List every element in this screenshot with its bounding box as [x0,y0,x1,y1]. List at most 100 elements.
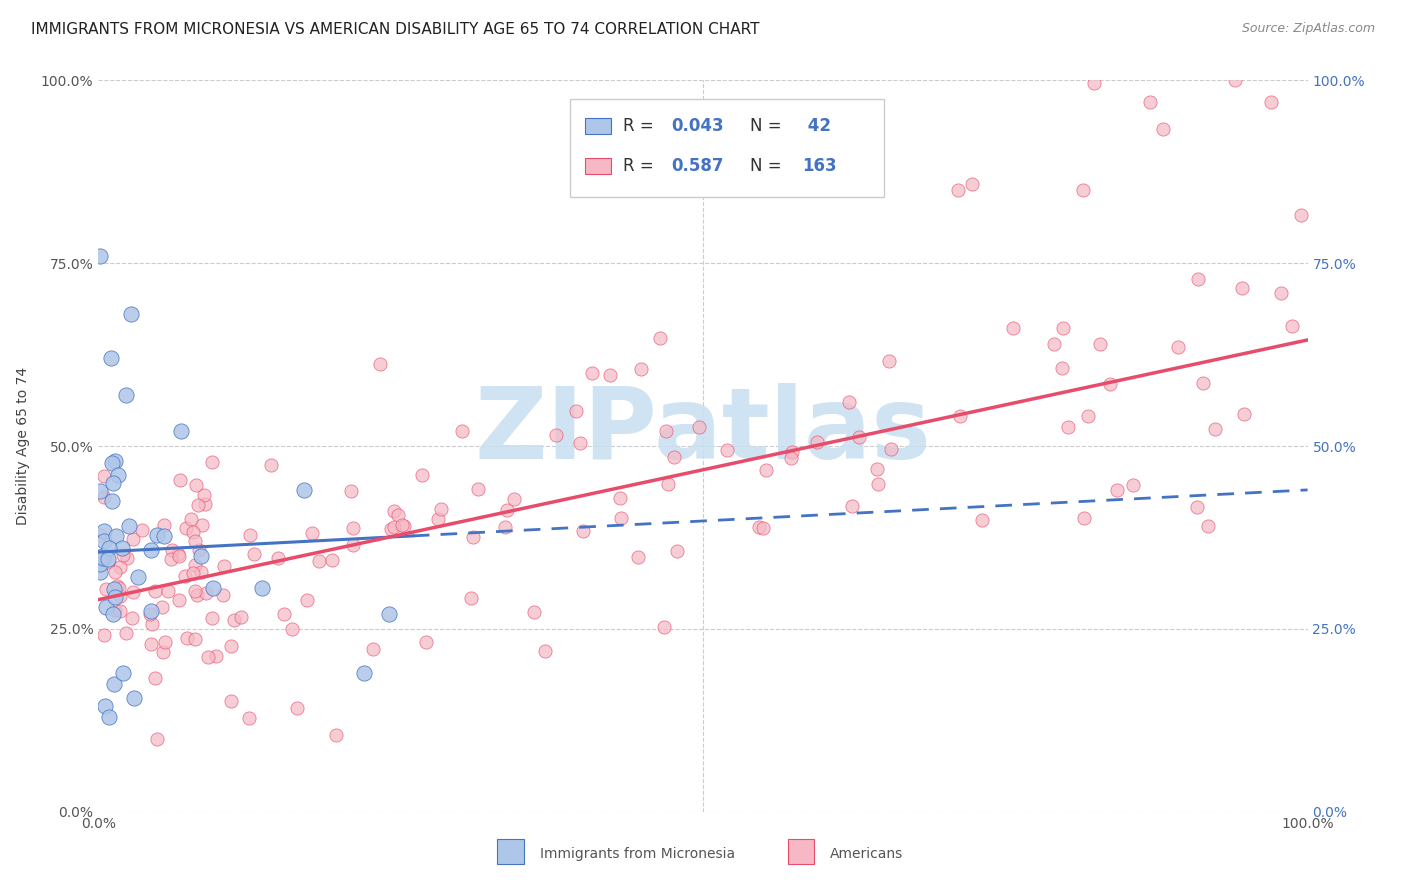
Point [229,610,252,624]
Point [100,351,122,366]
Point [748,520,770,534]
Point [145,731,167,746]
Point [139,604,162,618]
Point [652,620,675,634]
Point [162,542,184,557]
Point [97,541,120,556]
Point [380,522,402,536]
Point [120,307,142,321]
Point [780,444,803,458]
Point [104,453,127,467]
Point [946,183,969,197]
Point [157,583,180,598]
Point [115,550,138,565]
Point [152,645,174,659]
Point [1192,376,1215,391]
Point [368,357,391,371]
Point [89,249,111,263]
Point [197,650,219,665]
Point [664,450,686,464]
Point [122,691,145,706]
Point [630,362,652,376]
Point [1232,281,1254,295]
Point [89,566,111,580]
Point [266,551,288,566]
Point [201,611,224,625]
Point [377,607,399,622]
Point [546,428,568,442]
Point [94,600,117,615]
Point [169,473,191,487]
Point [96,582,118,596]
Point [1270,286,1292,301]
Point [716,443,738,458]
Point [1083,76,1105,90]
Bar [585,158,612,174]
Point [1073,511,1095,525]
Point [167,549,190,564]
Point [184,584,207,599]
Point [387,508,409,522]
Point [648,331,671,345]
Point [239,528,262,542]
Point [152,529,174,543]
Point [194,498,217,512]
Point [565,404,588,418]
Point [654,424,676,438]
Point [960,177,983,191]
Text: Source: ZipAtlas.com: Source: ZipAtlas.com [1241,22,1375,36]
Point [97,555,120,569]
Point [780,451,803,466]
Point [187,543,209,558]
Point [755,462,778,476]
Point [108,581,131,595]
Text: IMMIGRANTS FROM MICRONESIA VS AMERICAN DISABILITY AGE 65 TO 74 CORRELATION CHART: IMMIGRANTS FROM MICRONESIA VS AMERICAN D… [31,22,759,37]
Point [186,478,208,492]
Point [572,524,595,539]
Point [1289,208,1312,222]
Point [115,388,138,402]
Point [361,642,384,657]
Text: ZIPatlas: ZIPatlas [475,383,931,480]
Point [143,671,166,685]
Point [243,548,266,562]
Point [280,623,302,637]
Point [1122,478,1144,492]
Point [460,591,482,605]
Point [160,551,183,566]
Y-axis label: Disability Age 65 to 74: Disability Age 65 to 74 [15,367,30,525]
Point [112,665,135,680]
Point [599,368,621,383]
Point [581,367,603,381]
Point [93,490,115,504]
Point [170,425,193,439]
Point [609,491,631,506]
Point [1197,518,1219,533]
Point [1071,183,1094,197]
Point [139,636,162,650]
Text: N =: N = [751,118,787,136]
Text: 0.043: 0.043 [672,118,724,136]
Point [1107,483,1129,497]
Point [141,617,163,632]
Point [848,430,870,444]
Point [880,442,903,457]
Point [143,584,166,599]
Point [139,607,162,621]
Point [101,475,124,490]
Text: Americans: Americans [830,847,903,861]
Point [285,701,308,715]
Point [1185,500,1208,514]
Point [89,484,111,499]
Point [104,528,127,542]
Point [1139,95,1161,110]
Point [325,727,347,741]
Point [666,544,689,558]
Point [610,511,633,525]
Point [752,521,775,535]
Point [174,569,197,583]
Point [308,554,330,568]
Point [181,524,204,539]
Point [841,499,863,513]
Point [1281,318,1303,333]
